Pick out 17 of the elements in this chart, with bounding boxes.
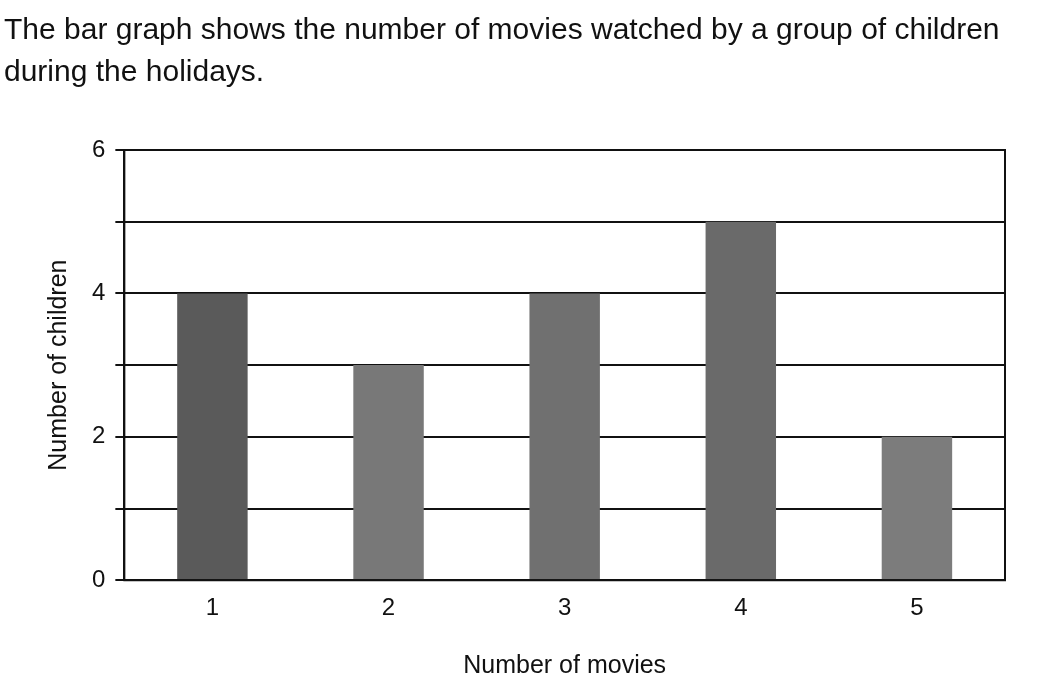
chart-title: The bar graph shows the number of movies watched by a group of children during the holidays. [4, 11, 1001, 89]
y-tick-label: 4 [91, 278, 106, 306]
y-tick-label: 2 [91, 421, 106, 449]
bar [177, 293, 248, 580]
x-tick-label: 4 [734, 593, 748, 621]
bar [353, 365, 424, 580]
y-axis-title: Number of children [42, 259, 71, 471]
bar [881, 436, 953, 580]
x-axis-title: Number of movies [463, 649, 667, 678]
bar [705, 221, 777, 580]
bar [529, 293, 600, 580]
x-tick-label: 1 [205, 593, 220, 621]
x-tick-label: 5 [910, 593, 924, 621]
x-tick-label: 3 [557, 593, 572, 621]
x-tick-label: 2 [381, 593, 396, 621]
y-tick-label: 0 [91, 564, 106, 592]
y-tick-label: 6 [91, 134, 106, 162]
